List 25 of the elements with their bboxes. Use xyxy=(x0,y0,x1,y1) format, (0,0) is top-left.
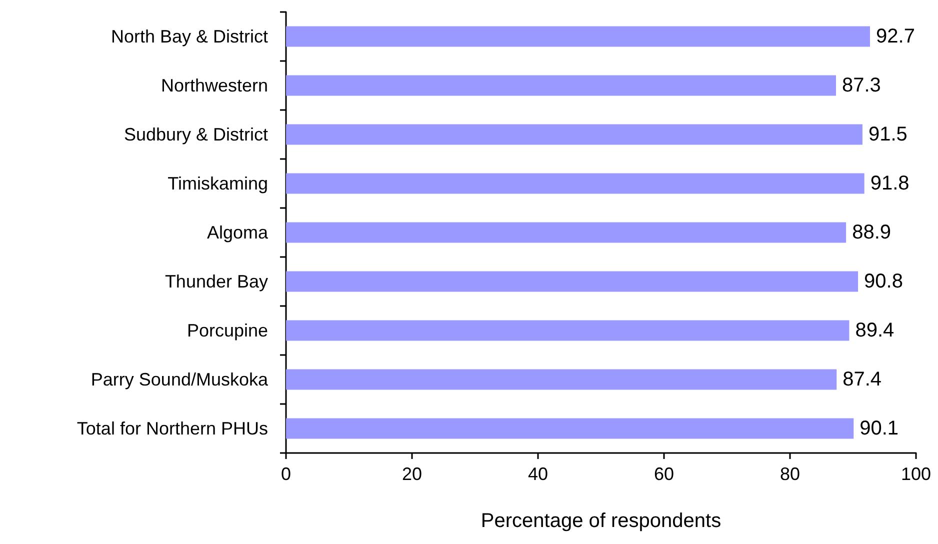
data-label: 89.4 xyxy=(855,320,894,342)
y-tick-label: Timiskaming xyxy=(168,174,268,194)
x-tick-label: 100 xyxy=(900,464,932,484)
data-label: 90.8 xyxy=(864,270,903,292)
data-label: 87.3 xyxy=(842,74,881,96)
y-tick-label: Porcupine xyxy=(186,320,268,340)
y-tick-label: Northwestern xyxy=(160,76,268,96)
x-tick-label: 60 xyxy=(654,464,674,484)
y-tick-label: Thunder Bay xyxy=(164,272,268,292)
y-tick-label: Algoma xyxy=(206,222,269,242)
data-label: 87.4 xyxy=(842,368,882,390)
data-label: 92.7 xyxy=(876,26,915,48)
y-tick-label: Sudbury & District xyxy=(124,124,268,144)
x-tick-label: 40 xyxy=(528,464,548,484)
x-tick-label: 20 xyxy=(402,464,422,484)
x-tick-label: 80 xyxy=(780,464,800,484)
x-axis-title: Percentage of respondents xyxy=(480,510,722,532)
y-tick-label: Total for Northern PHUs xyxy=(76,418,268,438)
y-tick-label: Parry Sound/Muskoka xyxy=(90,370,269,390)
y-tick-label: North Bay & District xyxy=(110,26,268,46)
data-label: 91.8 xyxy=(870,172,910,194)
data-label: 91.5 xyxy=(868,124,908,146)
data-label: 88.9 xyxy=(852,222,892,244)
x-tick-label: 0 xyxy=(280,464,292,484)
data-label: 90.1 xyxy=(860,418,899,440)
